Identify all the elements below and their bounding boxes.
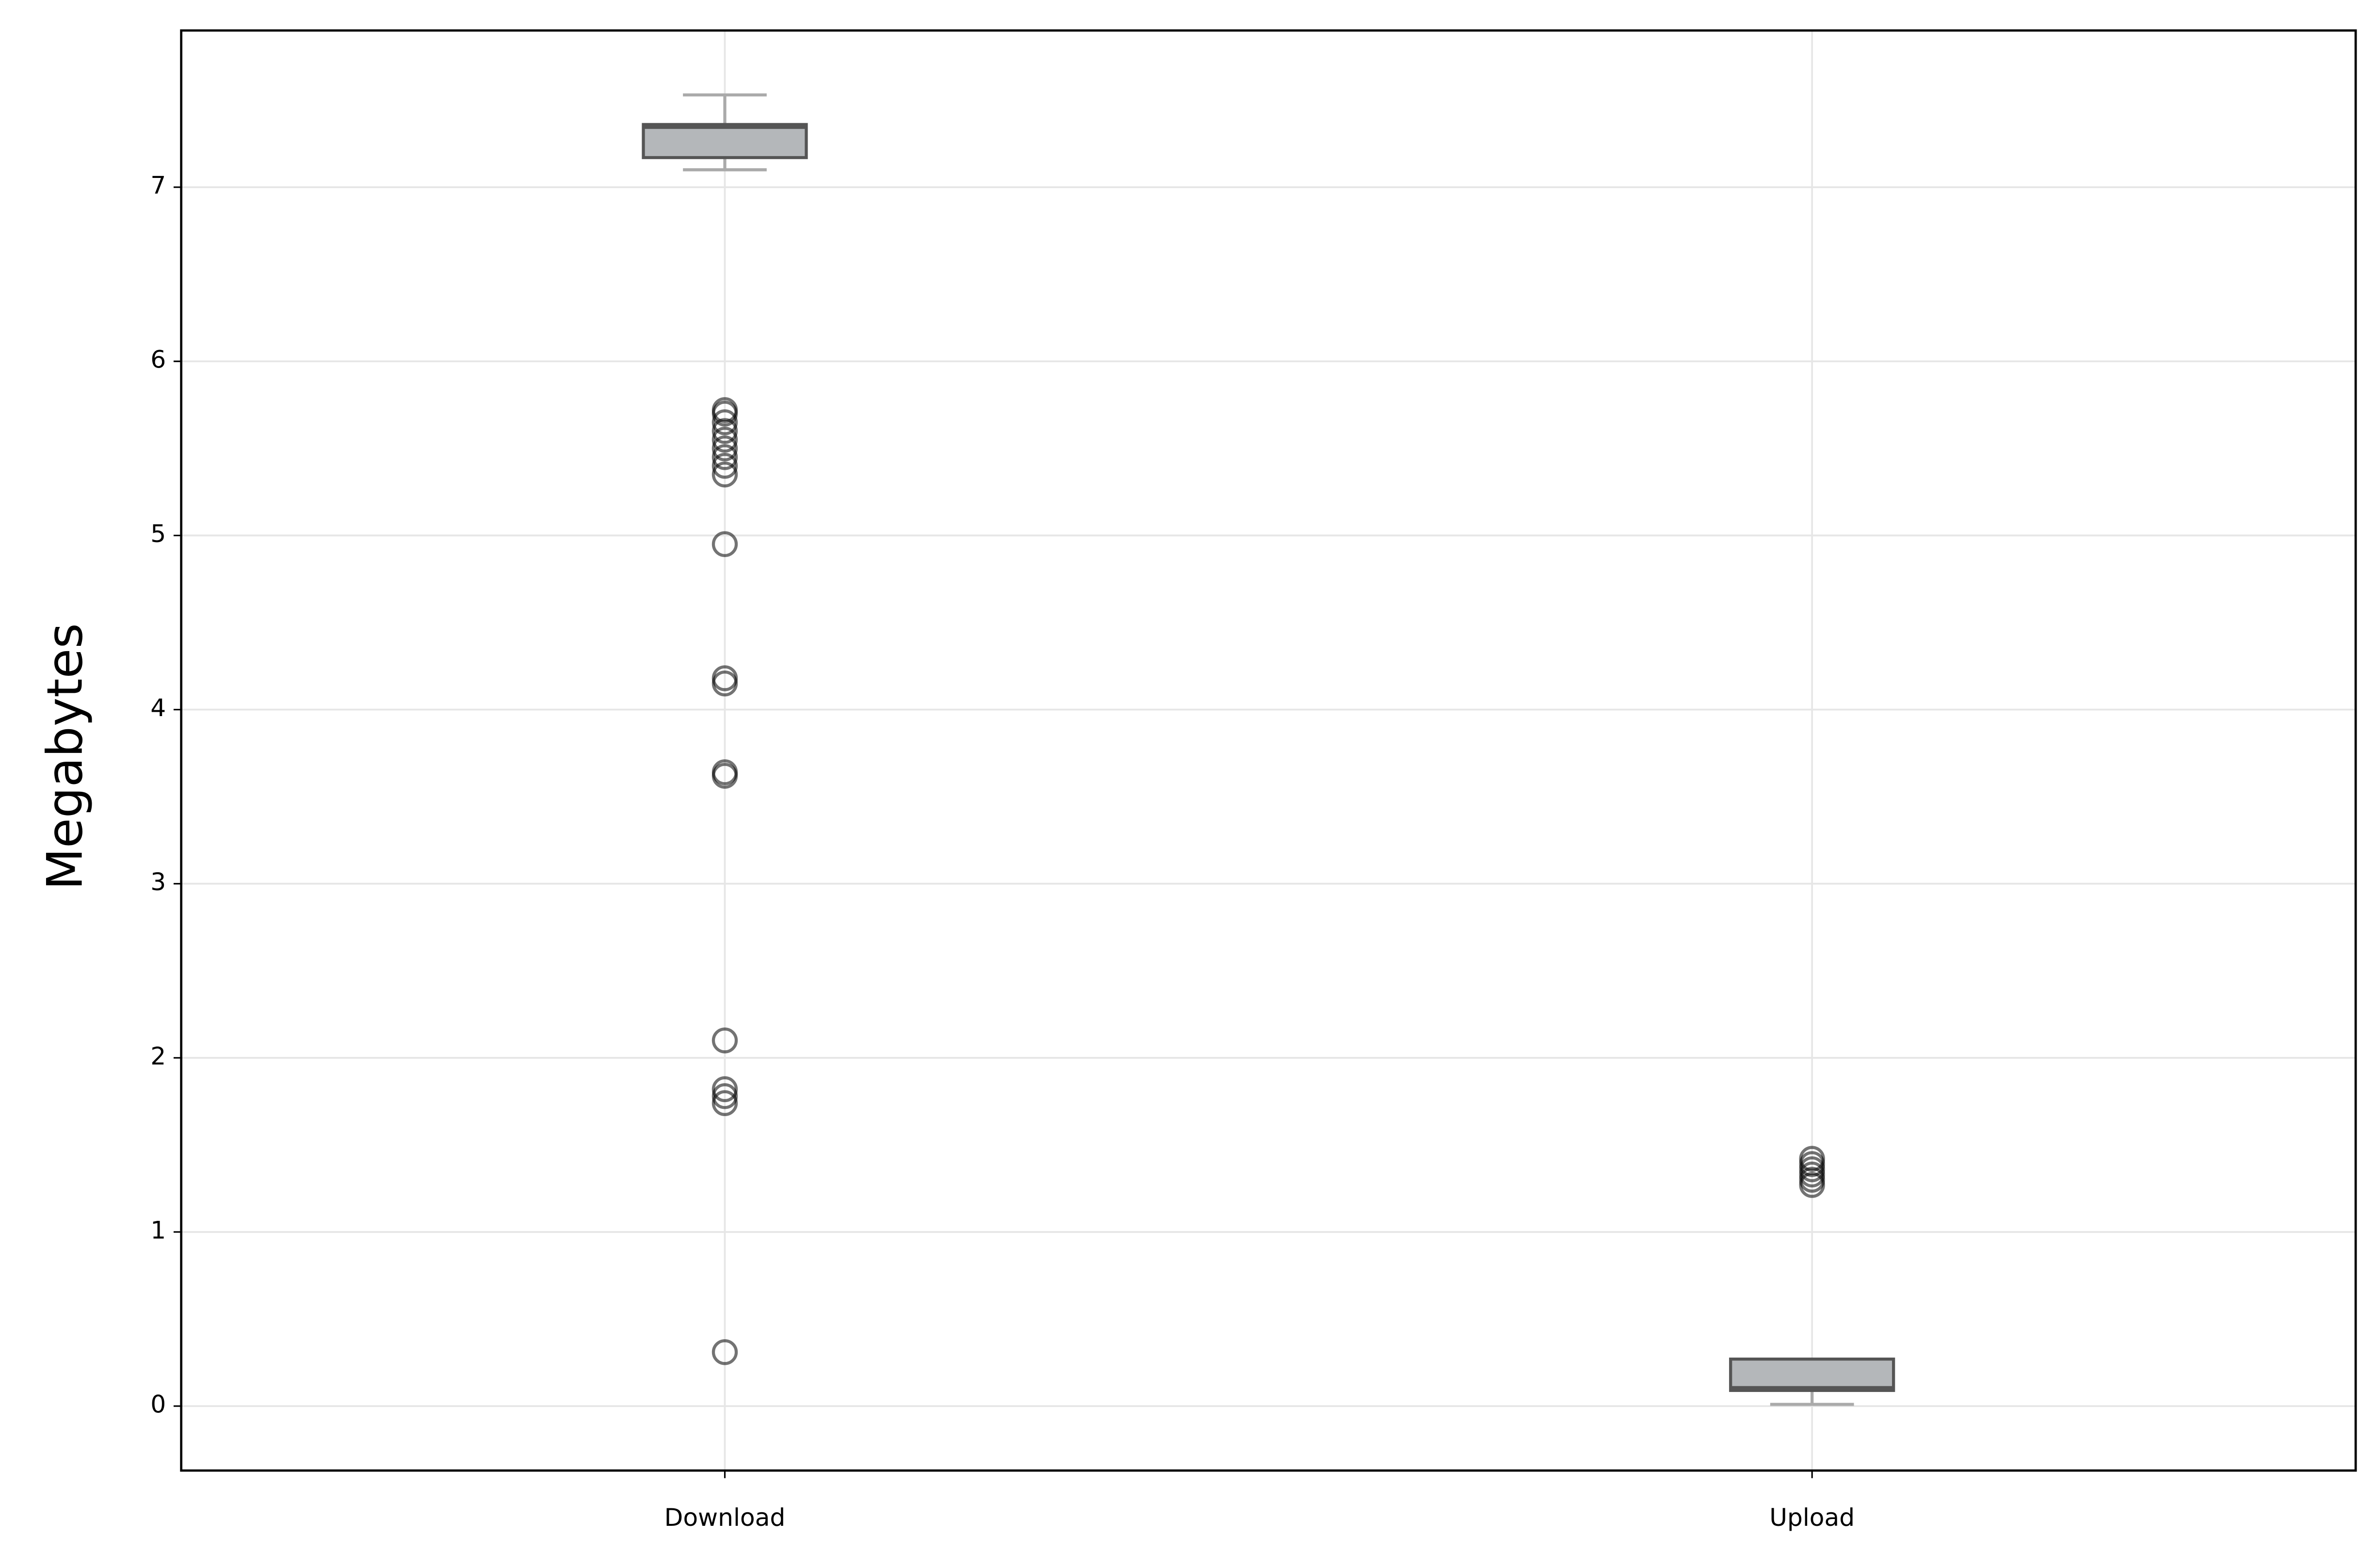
outlier <box>711 435 738 462</box>
x-tick-label: Upload <box>1769 1503 1855 1532</box>
outlier <box>711 1339 738 1365</box>
y-axis-label: Megabytes <box>37 623 94 890</box>
y-tick-label: 0 <box>150 1390 166 1419</box>
box <box>642 123 808 160</box>
outlier <box>711 1027 738 1054</box>
outlier <box>711 453 738 479</box>
outlier <box>711 409 738 435</box>
x-tick-label: Download <box>664 1503 786 1532</box>
outlier <box>711 461 738 488</box>
y-tick-label: 1 <box>150 1216 166 1244</box>
outlier <box>711 400 738 427</box>
outlier <box>711 418 738 444</box>
y-tick-label: 7 <box>150 171 166 200</box>
outlier <box>1799 1146 1825 1172</box>
outlier <box>711 1083 738 1109</box>
outlier <box>711 1076 738 1103</box>
y-tick-label: 3 <box>150 867 166 896</box>
y-tick-label: 5 <box>150 519 166 548</box>
outlier <box>711 670 738 697</box>
y-tick-label: 2 <box>150 1041 166 1070</box>
y-tick-label: 4 <box>150 693 166 722</box>
outlier <box>711 531 738 558</box>
outlier <box>711 763 738 789</box>
plot-frame <box>180 29 2357 1472</box>
box <box>1729 1357 1895 1392</box>
outlier <box>711 1090 738 1116</box>
outlier <box>711 444 738 470</box>
y-tick-label: 6 <box>150 345 166 374</box>
outlier <box>711 427 738 453</box>
